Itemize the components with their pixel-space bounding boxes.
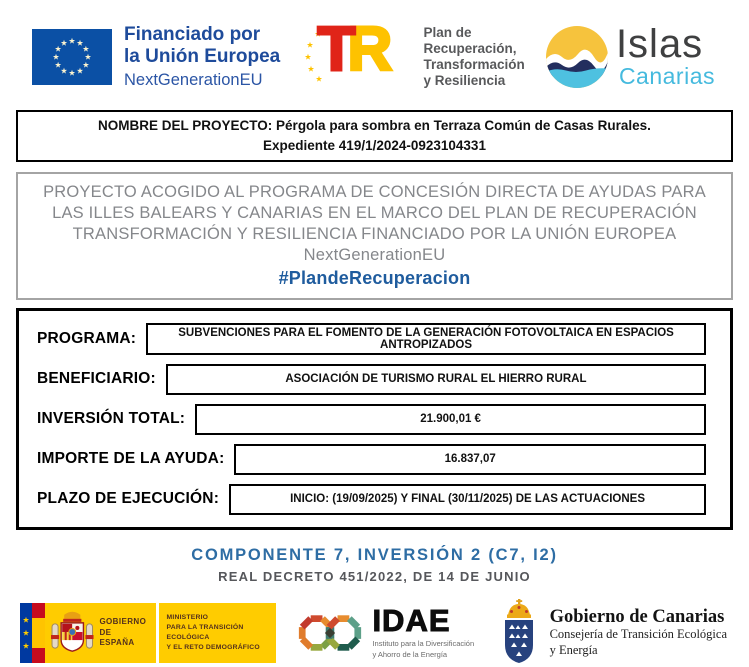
detail-value: 16.837,07 bbox=[234, 443, 706, 475]
header-logos: Financiado por la Unión Europea NextGene… bbox=[0, 14, 749, 98]
footer-logos: GOBIERNO DE ESPAÑA MINISTERIO PARA LA TR… bbox=[0, 598, 749, 667]
canarias-gov-subtitle: Consejería de Transición Ecológica bbox=[549, 627, 727, 642]
eu-flag-icon bbox=[32, 29, 112, 85]
statement-line: LAS ILLES BALEARS Y CANARIAS EN EL MARCO… bbox=[52, 204, 697, 223]
spain-coat-of-arms-icon bbox=[50, 611, 94, 652]
project-name-line: NOMBRE DEL PROYECTO: Pérgola para sombra… bbox=[98, 118, 651, 133]
ministerio-line: MINISTERIO bbox=[166, 613, 209, 621]
canarias-label: Canarias bbox=[618, 62, 715, 89]
program-statement-box: PROYECTO ACOGIDO AL PROGRAMA DE CONCESIÓ… bbox=[16, 172, 733, 300]
eu-funding-line1: Financiado por bbox=[124, 23, 261, 45]
detail-label: BENEFICIARIO: bbox=[37, 370, 156, 388]
prtr-letter-r: R bbox=[346, 14, 394, 86]
detail-row-inversion: INVERSIÓN TOTAL: 21.900,01 € bbox=[37, 403, 706, 435]
statement-line: PROYECTO ACOGIDO AL PROGRAMA DE CONCESIÓ… bbox=[43, 183, 706, 202]
detail-row-beneficiario: BENEFICIARIO: ASOCIACIÓN DE TURISMO RURA… bbox=[37, 363, 706, 395]
component-section: COMPONENTE 7, INVERSIÓN 2 (C7, I2) REAL … bbox=[0, 546, 749, 584]
idae-name: IDAE bbox=[372, 603, 451, 639]
decree-subtitle: REAL DECRETO 451/2022, DE 14 DE JUNIO bbox=[218, 568, 531, 584]
canarias-gov-wordmark: Gobierno de Canarias Consejería de Trans… bbox=[550, 607, 727, 659]
statement-line: TRANSFORMACIÓN Y RESILIENCIA FINANCIADO … bbox=[72, 225, 677, 244]
gobierno-line: GOBIERNO bbox=[99, 616, 147, 626]
detail-label: PLAZO DE EJECUCIÓN: bbox=[37, 490, 220, 508]
idae-wordmark: IDAE Instituto para la Diversificación y … bbox=[372, 605, 474, 660]
prtr-line: Recuperación, bbox=[423, 41, 517, 57]
islas-canarias-wordmark: Islas Canarias bbox=[615, 21, 715, 90]
canarias-shield-icon bbox=[504, 598, 533, 663]
statement-line: NextGenerationEU bbox=[303, 245, 446, 264]
gobierno-espana-label: GOBIERNO DE ESPAÑA bbox=[99, 617, 147, 649]
project-name-box: NOMBRE DEL PROYECTO: Pérgola para sombra… bbox=[16, 110, 733, 163]
gobierno-line: DE ESPAÑA bbox=[99, 627, 135, 648]
prtr-letter-t: T bbox=[316, 14, 357, 86]
ministerio-label: MINISTERIO PARA LA TRANSICIÓN ECOLÓGICA … bbox=[158, 602, 276, 663]
spain-flag-strip-icon bbox=[32, 602, 45, 663]
prtr-logo: R T Plan de Recuperación, Transformación… bbox=[301, 14, 525, 94]
detail-row-importe: IMPORTE DE LA AYUDA: 16.837,07 bbox=[37, 443, 706, 475]
eu-funding-line2: la Unión Europea bbox=[124, 46, 281, 67]
detail-label: IMPORTE DE LA AYUDA: bbox=[37, 450, 225, 468]
idae-symbol-icon bbox=[299, 615, 362, 651]
prtr-line: Plan de bbox=[423, 25, 472, 41]
detail-value: INICIO: (19/09/2025) Y FINAL (30/11/2025… bbox=[229, 483, 706, 515]
detail-value: ASOCIACIÓN DE TURISMO RURAL EL HIERRO RU… bbox=[165, 363, 706, 395]
component-title: COMPONENTE 7, INVERSIÓN 2 (C7, I2) bbox=[191, 545, 558, 564]
islas-canarias-icon bbox=[545, 26, 608, 88]
idae-subtitle-line: y Ahorro de la Energía bbox=[372, 649, 448, 659]
detail-label: PROGRAMA: bbox=[37, 329, 137, 347]
idae-subtitle: Instituto para la Diversificación y Ahorr… bbox=[372, 639, 474, 660]
spain-emblem-area: GOBIERNO DE ESPAÑA bbox=[44, 602, 156, 663]
idae-logo: IDAE Instituto para la Diversificación y … bbox=[298, 605, 474, 660]
details-box: PROGRAMA: SUBVENCIONES PARA EL FOMENTO D… bbox=[16, 307, 733, 530]
detail-value: SUBVENCIONES PARA EL FOMENTO DE LA GENER… bbox=[146, 322, 706, 355]
prtr-line: y Resiliencia bbox=[423, 72, 506, 88]
prtr-wordmark: Plan de Recuperación, Transformación y R… bbox=[423, 25, 524, 89]
detail-row-programa: PROGRAMA: SUBVENCIONES PARA EL FOMENTO D… bbox=[37, 322, 706, 355]
expediente-line: Expediente 419/1/2024-0923104331 bbox=[263, 137, 486, 153]
eu-funding-logo: Financiado por la Unión Europea NextGene… bbox=[32, 24, 280, 90]
canarias-government-logo: Gobierno de Canarias Consejería de Trans… bbox=[497, 598, 727, 667]
detail-row-plazo: PLAZO DE EJECUCIÓN: INICIO: (19/09/2025)… bbox=[37, 483, 706, 515]
spain-government-logo: GOBIERNO DE ESPAÑA MINISTERIO PARA LA TR… bbox=[20, 602, 276, 663]
eu-funding-text: Financiado por la Unión Europea NextGene… bbox=[124, 24, 280, 90]
detail-label: INVERSIÓN TOTAL: bbox=[37, 410, 186, 428]
islas-label: Islas bbox=[615, 21, 704, 66]
plan-recuperacion-hashtag: #PlandeRecuperacion bbox=[278, 267, 471, 288]
divider bbox=[155, 602, 159, 663]
poster: Financiado por la Unión Europea NextGene… bbox=[0, 13, 749, 663]
detail-value: 21.900,01 € bbox=[195, 403, 706, 435]
prtr-monogram-icon: R T bbox=[301, 14, 413, 94]
ministerio-line: Y EL RETO DEMOGRÁFICO bbox=[166, 644, 260, 652]
prtr-line: Transformación bbox=[423, 57, 525, 72]
eu-stars-strip-icon bbox=[20, 602, 33, 663]
canarias-gov-subtitle: y Energía bbox=[549, 643, 598, 658]
canarias-gov-title: Gobierno de Canarias bbox=[549, 607, 725, 628]
islas-canarias-logo: Islas Canarias bbox=[545, 21, 715, 90]
nextgenerationeu-label: NextGenerationEU bbox=[124, 71, 263, 90]
ministerio-line: PARA LA TRANSICIÓN ECOLÓGICA bbox=[166, 623, 244, 641]
idae-subtitle-line: Instituto para la Diversificación bbox=[372, 639, 475, 649]
